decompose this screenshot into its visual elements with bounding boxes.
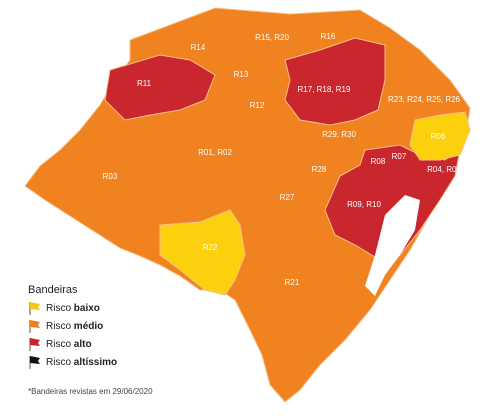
region-label: R06 <box>431 132 446 141</box>
legend-label: Risco alto <box>46 339 92 350</box>
region-label: R13 <box>234 70 249 79</box>
legend-label: Risco altíssimo <box>46 357 117 368</box>
region-label: R01, R02 <box>198 148 232 157</box>
flag-icon <box>30 320 40 328</box>
region-labels: R14 R15, R20 R16 R11 R13 R17, R18, R19 R12 R23,… <box>103 32 462 287</box>
footnote: *Bandeiras revistas em 29/06/2020 <box>28 387 153 396</box>
region-label: R22 <box>203 243 218 252</box>
legend-prefix: Risco <box>46 357 71 368</box>
region-yellow <box>409 111 471 161</box>
legend-title: Bandeiras <box>28 284 78 296</box>
legend-level: alto <box>74 339 92 350</box>
flag-icon <box>30 356 40 364</box>
region-label: R07 <box>392 152 407 161</box>
region-label: R16 <box>321 32 336 41</box>
state-map <box>24 7 471 403</box>
region-label: R23, R24, R25, R26 <box>388 95 461 104</box>
region-red <box>104 54 216 121</box>
region-label: R03 <box>103 172 118 181</box>
region-label: R29, R30 <box>322 130 356 139</box>
region-label: R11 <box>137 79 152 88</box>
region-label: R12 <box>250 101 265 110</box>
legend-prefix: Risco <box>46 321 71 332</box>
legend-label: Risco baixo <box>46 303 100 314</box>
region-label: R17, R18, R19 <box>298 85 351 94</box>
lagoon <box>365 195 420 296</box>
region-label: R04, R05 <box>427 165 461 174</box>
legend-level: baixo <box>74 303 100 314</box>
region-label: R09, R10 <box>347 200 381 209</box>
legend-prefix: Risco <box>46 303 71 314</box>
legend-label: Risco médio <box>46 321 103 332</box>
legend-level: altíssimo <box>74 357 117 368</box>
flag-icon <box>30 338 40 346</box>
legend-level: médio <box>74 321 103 332</box>
region-label: R28 <box>312 165 327 174</box>
region-label: R21 <box>285 278 300 287</box>
flag-icon <box>30 302 40 310</box>
region-label: R08 <box>371 157 386 166</box>
region-yellow <box>159 209 246 296</box>
region-label: R27 <box>280 193 295 202</box>
region-label: R15, R20 <box>255 33 289 42</box>
region-label: R14 <box>191 43 206 52</box>
region-red <box>284 37 386 126</box>
legend-prefix: Risco <box>46 339 71 350</box>
